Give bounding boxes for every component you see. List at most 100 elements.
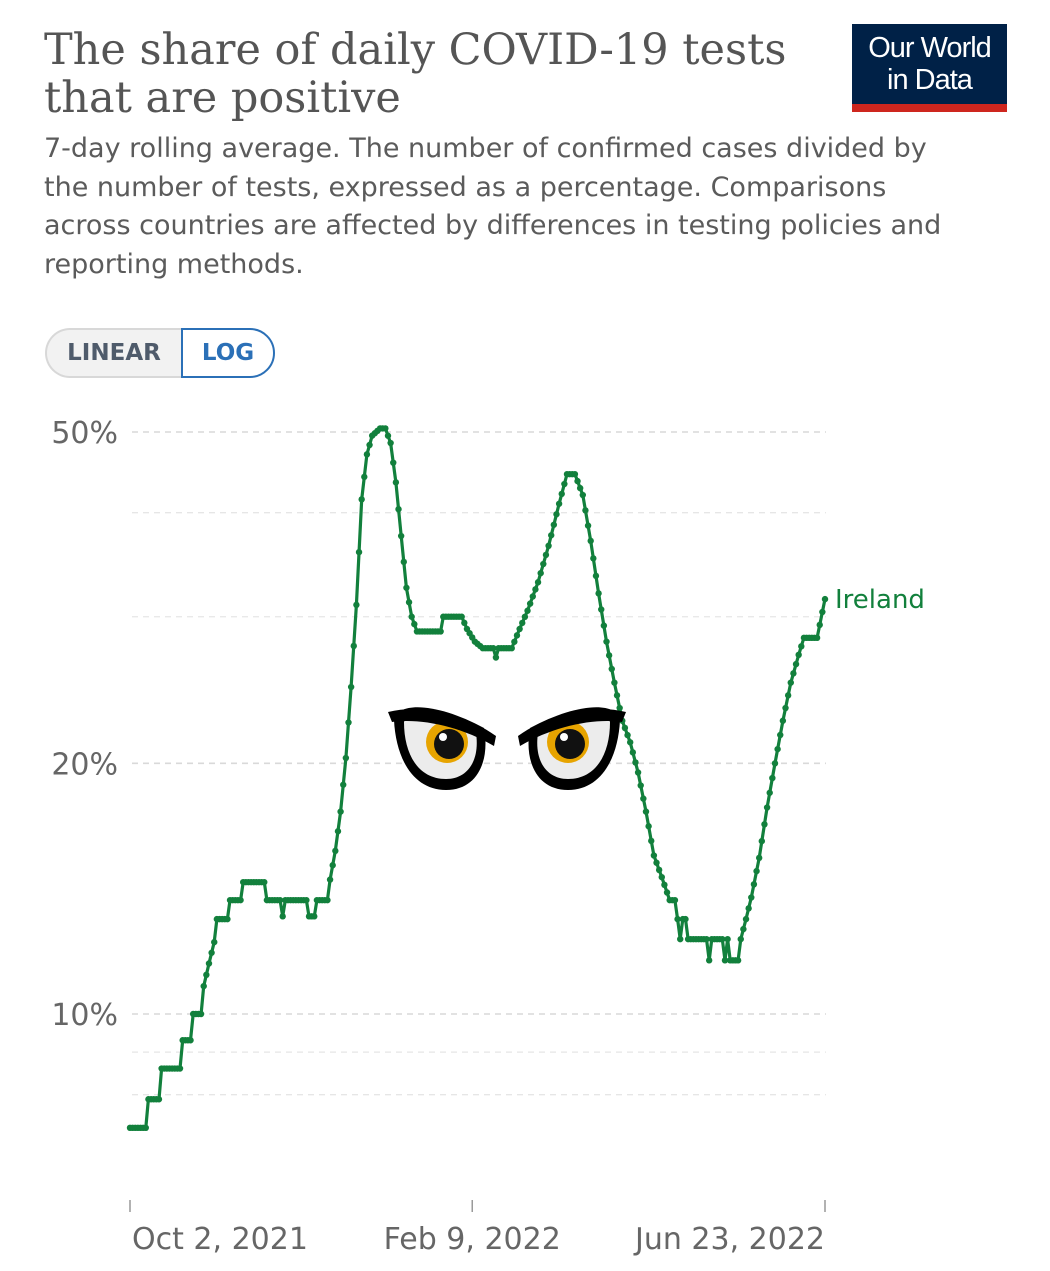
data-point[interactable]: [590, 555, 597, 562]
data-point[interactable]: [763, 804, 771, 811]
data-point[interactable]: [611, 679, 618, 686]
data-point[interactable]: [516, 625, 523, 633]
data-point[interactable]: [777, 731, 784, 739]
data-point[interactable]: [340, 781, 347, 788]
data-point[interactable]: [674, 915, 681, 923]
data-point[interactable]: [458, 613, 465, 620]
data-point[interactable]: [405, 599, 413, 606]
data-point[interactable]: [663, 889, 671, 896]
data-point[interactable]: [461, 619, 468, 627]
data-point[interactable]: [642, 808, 650, 815]
log-scale-button[interactable]: LOG: [181, 328, 275, 378]
data-point[interactable]: [353, 601, 360, 609]
data-point[interactable]: [758, 837, 766, 845]
data-point[interactable]: [819, 608, 826, 616]
data-point[interactable]: [411, 620, 418, 628]
data-point[interactable]: [724, 935, 731, 943]
owid-logo[interactable]: Our World in Data: [852, 24, 1007, 112]
data-point[interactable]: [587, 537, 594, 545]
data-point[interactable]: [813, 634, 821, 642]
data-point[interactable]: [682, 915, 689, 923]
data-point[interactable]: [276, 896, 284, 904]
data-point[interactable]: [187, 1037, 194, 1044]
data-point[interactable]: [347, 683, 355, 691]
data-point[interactable]: [408, 613, 415, 620]
data-point[interactable]: [655, 866, 663, 874]
data-point[interactable]: [719, 935, 726, 943]
data-point[interactable]: [600, 622, 608, 629]
data-point[interactable]: [798, 643, 805, 650]
data-point[interactable]: [766, 789, 773, 796]
data-point[interactable]: [761, 821, 768, 828]
data-point[interactable]: [366, 441, 373, 449]
data-point[interactable]: [790, 670, 797, 677]
data-point[interactable]: [592, 572, 600, 580]
data-point[interactable]: [792, 660, 800, 668]
data-point[interactable]: [358, 496, 365, 503]
data-point[interactable]: [648, 837, 655, 845]
data-point[interactable]: [397, 532, 405, 540]
data-point[interactable]: [740, 925, 747, 933]
data-point[interactable]: [750, 881, 758, 888]
data-point[interactable]: [342, 754, 350, 762]
data-point[interactable]: [329, 862, 336, 869]
data-point[interactable]: [548, 532, 555, 539]
data-point[interactable]: [395, 505, 402, 513]
data-point[interactable]: [208, 949, 215, 956]
data-point[interactable]: [748, 894, 755, 901]
linear-scale-button[interactable]: LINEAR: [45, 328, 181, 378]
data-point[interactable]: [645, 823, 652, 830]
data-point[interactable]: [513, 632, 521, 639]
data-point[interactable]: [403, 584, 410, 591]
data-point[interactable]: [705, 957, 713, 964]
data-point[interactable]: [303, 896, 310, 904]
data-point[interactable]: [205, 960, 213, 967]
data-point[interactable]: [576, 484, 584, 492]
data-point[interactable]: [616, 704, 623, 712]
data-point[interactable]: [737, 935, 744, 943]
data-point[interactable]: [361, 473, 368, 481]
data-point[interactable]: [579, 491, 587, 499]
data-point[interactable]: [237, 896, 244, 904]
data-point[interactable]: [337, 808, 344, 815]
data-point[interactable]: [603, 638, 610, 645]
data-point[interactable]: [598, 606, 605, 613]
data-point[interactable]: [200, 982, 207, 990]
data-point[interactable]: [661, 881, 668, 889]
data-point[interactable]: [311, 913, 318, 920]
data-point[interactable]: [279, 913, 286, 920]
data-point[interactable]: [574, 477, 581, 485]
data-point[interactable]: [142, 1124, 149, 1132]
data-point[interactable]: [755, 854, 763, 862]
data-point[interactable]: [795, 651, 802, 659]
data-point[interactable]: [816, 621, 823, 629]
data-point[interactable]: [650, 852, 658, 859]
data-point[interactable]: [400, 558, 407, 566]
data-point[interactable]: [734, 957, 742, 964]
data-point[interactable]: [524, 607, 531, 614]
data-point[interactable]: [537, 569, 544, 577]
data-point[interactable]: [390, 459, 397, 466]
data-point[interactable]: [626, 739, 634, 746]
data-point[interactable]: [624, 731, 631, 739]
data-point[interactable]: [324, 896, 331, 904]
data-point[interactable]: [561, 480, 568, 488]
data-point[interactable]: [492, 654, 500, 661]
data-point[interactable]: [534, 579, 542, 586]
data-point[interactable]: [545, 542, 552, 550]
data-point[interactable]: [629, 749, 637, 756]
data-point[interactable]: [550, 521, 558, 528]
data-point[interactable]: [384, 432, 392, 439]
data-point[interactable]: [769, 774, 776, 782]
data-point[interactable]: [334, 828, 342, 835]
data-point[interactable]: [771, 760, 779, 767]
data-point[interactable]: [521, 613, 529, 621]
data-point[interactable]: [745, 905, 752, 912]
data-point[interactable]: [595, 590, 602, 597]
data-point[interactable]: [382, 425, 389, 432]
data-point[interactable]: [529, 593, 536, 600]
data-point[interactable]: [671, 896, 679, 904]
data-point[interactable]: [176, 1065, 184, 1072]
data-point[interactable]: [511, 638, 518, 645]
data-point[interactable]: [437, 628, 444, 635]
